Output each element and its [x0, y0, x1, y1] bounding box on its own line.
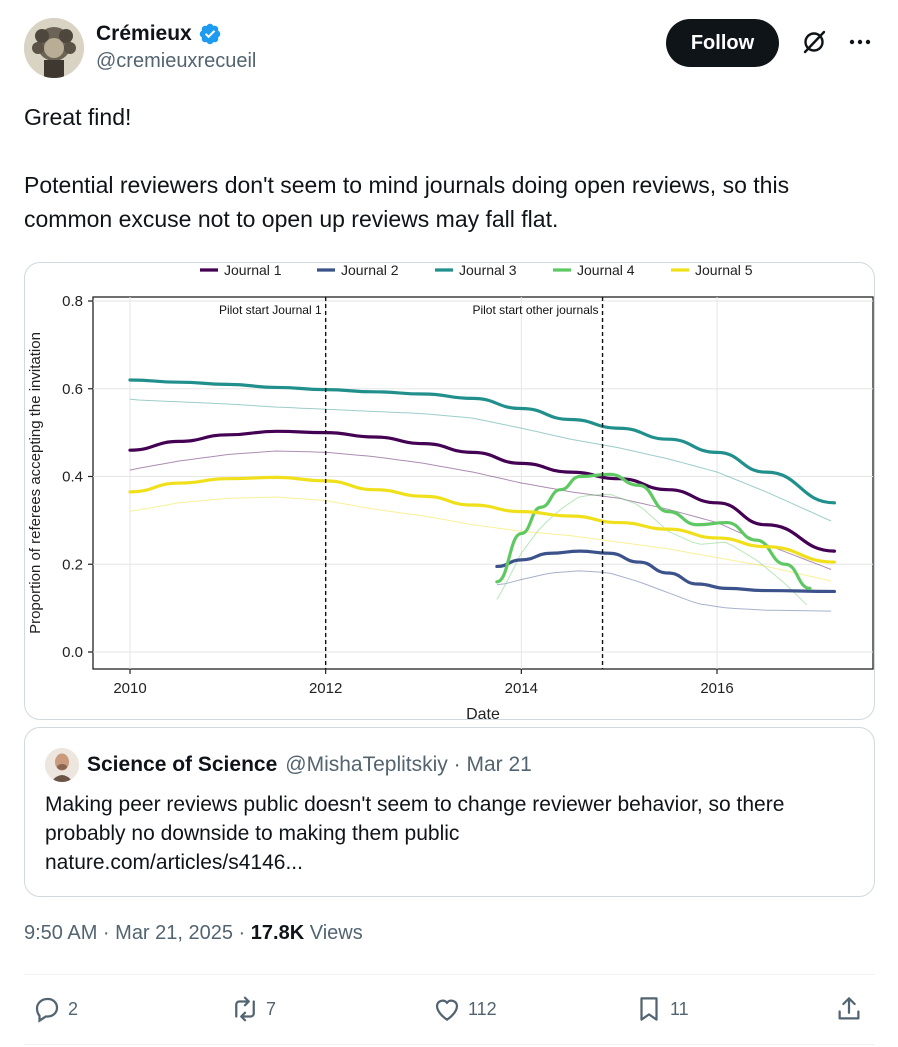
divider — [24, 1044, 875, 1045]
tweet-timestamp[interactable]: 9:50 AM · Mar 21, 2025 · — [24, 922, 251, 944]
y-tick-label: 0.8 — [62, 293, 83, 310]
quoted-text-line-2: probably no downside to making them publ… — [45, 822, 460, 845]
y-tick-label: 0.0 — [62, 644, 83, 661]
line-chart: Pilot start Journal 1 Pilot start other j… — [27, 263, 874, 720]
tweet-line-1: Great find! — [24, 104, 132, 130]
tweet-meta: 9:50 AM · Mar 21, 2025 · 17.8K Views — [24, 922, 363, 945]
author-avatar[interactable] — [24, 18, 84, 78]
x-tick-label: 2010 — [113, 680, 146, 697]
legend-label-3: Journal 3 — [459, 263, 517, 278]
raw-line-2 — [496, 570, 832, 612]
raw-line-4 — [496, 493, 808, 606]
tweet-header: Crémieux @cremieuxrecueil Follow — [24, 18, 874, 80]
quoted-link[interactable]: nature.com/articles/s4146... — [45, 851, 303, 874]
follow-button[interactable]: Follow — [666, 19, 779, 67]
reply-count: 2 — [68, 998, 79, 1019]
grok-icon[interactable] — [800, 28, 828, 56]
heart-icon — [435, 999, 459, 1021]
bookmark-icon — [640, 997, 658, 1021]
quoted-tweet-text: Making peer reviews public doesn't seem … — [45, 790, 865, 877]
x-tick-label: 2014 — [505, 680, 538, 697]
y-tick-label: 0.4 — [62, 469, 83, 486]
bookmark-button[interactable]: 11 — [634, 994, 689, 1024]
pilot-annotation-1: Pilot start Journal 1 — [219, 303, 322, 317]
author-display-name[interactable]: Crémieux — [96, 22, 192, 45]
x-tick-label: 2012 — [309, 680, 342, 697]
repost-count: 7 — [266, 998, 277, 1019]
x-axis-label: Date — [466, 706, 500, 720]
series-line-1 — [128, 429, 836, 553]
like-count: 112 — [468, 998, 497, 1019]
reply-button[interactable]: 2 — [32, 994, 78, 1024]
tweet-text: Great find! Potential reviewers don't se… — [24, 100, 874, 236]
series-line-4 — [495, 472, 812, 590]
y-tick-label: 0.6 — [62, 381, 83, 398]
raw-line-5 — [129, 496, 832, 582]
y-axis-label: Proportion of referees accepting the inv… — [27, 332, 44, 634]
like-button[interactable]: 112 — [432, 994, 497, 1024]
repost-button[interactable]: 7 — [230, 994, 276, 1024]
quoted-author-avatar[interactable] — [45, 748, 79, 782]
pilot-annotation-2: Pilot start other journals — [472, 303, 598, 317]
bookmark-count: 11 — [670, 998, 689, 1019]
legend-label-1: Journal 1 — [224, 263, 282, 278]
plot-area — [92, 296, 874, 670]
reply-icon — [35, 997, 59, 1023]
y-tick-label: 0.2 — [62, 556, 83, 573]
raw-line-3 — [129, 398, 832, 522]
tweet-line-2: Potential reviewers don't seem to mind j… — [24, 172, 790, 232]
quoted-author-handle-date: @MishaTeplitskiy · Mar 21 — [285, 753, 532, 776]
series-line-3 — [128, 378, 836, 505]
views-count: 17.8K — [250, 922, 305, 944]
legend-label-2: Journal 2 — [341, 263, 399, 278]
views-label: Views — [304, 922, 363, 944]
quoted-tweet[interactable]: Science of Science @MishaTeplitskiy · Ma… — [24, 727, 875, 897]
tweet-image[interactable]: Pilot start Journal 1 Pilot start other j… — [24, 262, 875, 720]
quoted-author-name[interactable]: Science of Science — [87, 753, 278, 776]
verified-badge-icon — [199, 23, 220, 45]
series-line-5 — [128, 475, 836, 564]
more-options-icon[interactable] — [846, 28, 874, 56]
legend-label-4: Journal 4 — [577, 263, 635, 278]
author-handle[interactable]: @cremieuxrecueil — [96, 50, 257, 72]
series-line-2 — [495, 549, 836, 594]
action-bar: 2 7 112 11 — [24, 990, 875, 1034]
x-tick-label: 2016 — [700, 680, 733, 697]
share-icon — [838, 997, 860, 1020]
repost-icon — [235, 996, 255, 1022]
share-button[interactable] — [834, 994, 864, 1024]
divider — [24, 974, 875, 975]
legend-label-5: Journal 5 — [695, 263, 753, 278]
quoted-text-line-1: Making peer reviews public doesn't seem … — [45, 793, 785, 816]
